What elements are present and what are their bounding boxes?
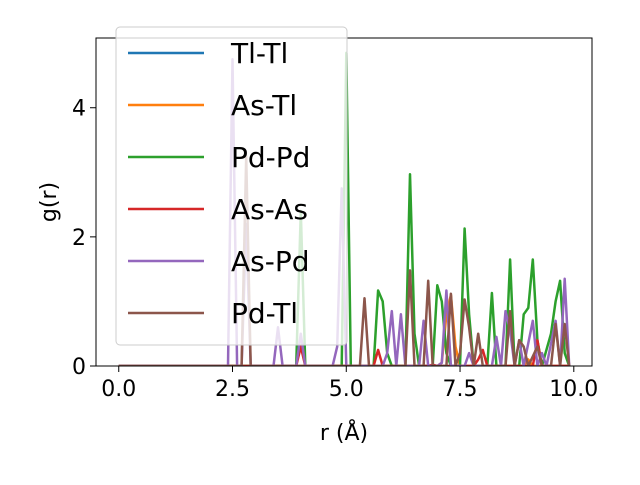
x-tick-label: 2.5 xyxy=(215,377,250,402)
y-tick-label: 0 xyxy=(72,355,86,380)
y-axis-label: g(r) xyxy=(37,182,62,222)
x-tick-label: 0.0 xyxy=(101,377,136,402)
legend: Tl-Tl As-Tl Pd-Pd As-As As-Pd Pd-Tl xyxy=(115,26,348,346)
x-tick-label: 10.0 xyxy=(549,377,598,402)
x-axis-label: r (Å) xyxy=(320,419,368,446)
y-axis-ticks: 0 2 4 xyxy=(72,97,96,380)
legend-label-as-as: As-As xyxy=(231,193,308,226)
x-tick-label: 5.0 xyxy=(329,377,364,402)
series-line-pd-tl xyxy=(118,154,571,366)
x-axis-ticks: 0.0 2.5 5.0 7.5 10.0 xyxy=(101,366,598,402)
legend-label-as-pd: As-Pd xyxy=(231,245,310,278)
legend-label-pd-tl: Pd-Tl xyxy=(231,297,298,330)
y-tick-label: 2 xyxy=(72,226,86,251)
x-tick-label: 7.5 xyxy=(443,377,478,402)
series-line-pd-pd xyxy=(118,51,571,366)
y-tick-label: 4 xyxy=(72,97,86,122)
legend-label-pd-pd: Pd-Pd xyxy=(231,141,310,174)
legend-label-as-tl: As-Tl xyxy=(231,89,297,122)
legend-box xyxy=(115,26,348,346)
legend-label-tl-tl: Tl-Tl xyxy=(230,37,288,70)
